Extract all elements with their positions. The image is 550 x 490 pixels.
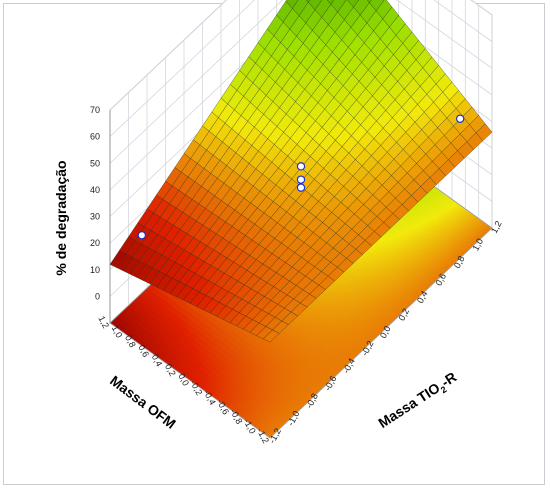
z-axis-title: % de degradação xyxy=(53,160,69,275)
y-axis-title: Massa OFM xyxy=(107,372,179,432)
design-point xyxy=(137,231,147,240)
x-axis-title-main: Massa TIO xyxy=(375,379,443,431)
z-tick-label: 70 xyxy=(90,105,100,115)
design-point xyxy=(296,183,306,192)
design-point xyxy=(296,162,306,171)
z-tick-label: 0 xyxy=(95,291,100,301)
z-tick-label: 40 xyxy=(90,185,100,195)
x-axis-title: Massa TIO2-R xyxy=(375,369,461,434)
z-tick-label: 60 xyxy=(90,132,100,142)
z-tick-label: 50 xyxy=(90,158,100,168)
z-tick-label: 10 xyxy=(90,265,100,275)
z-tick-label: 20 xyxy=(90,238,100,248)
design-point xyxy=(455,114,465,123)
z-tick-label: 30 xyxy=(90,212,100,222)
y-tick-label: 1,2 xyxy=(96,314,111,330)
z-tick-labels: 70 60 50 40 30 20 10 0 xyxy=(90,105,100,301)
design-point xyxy=(296,175,306,184)
